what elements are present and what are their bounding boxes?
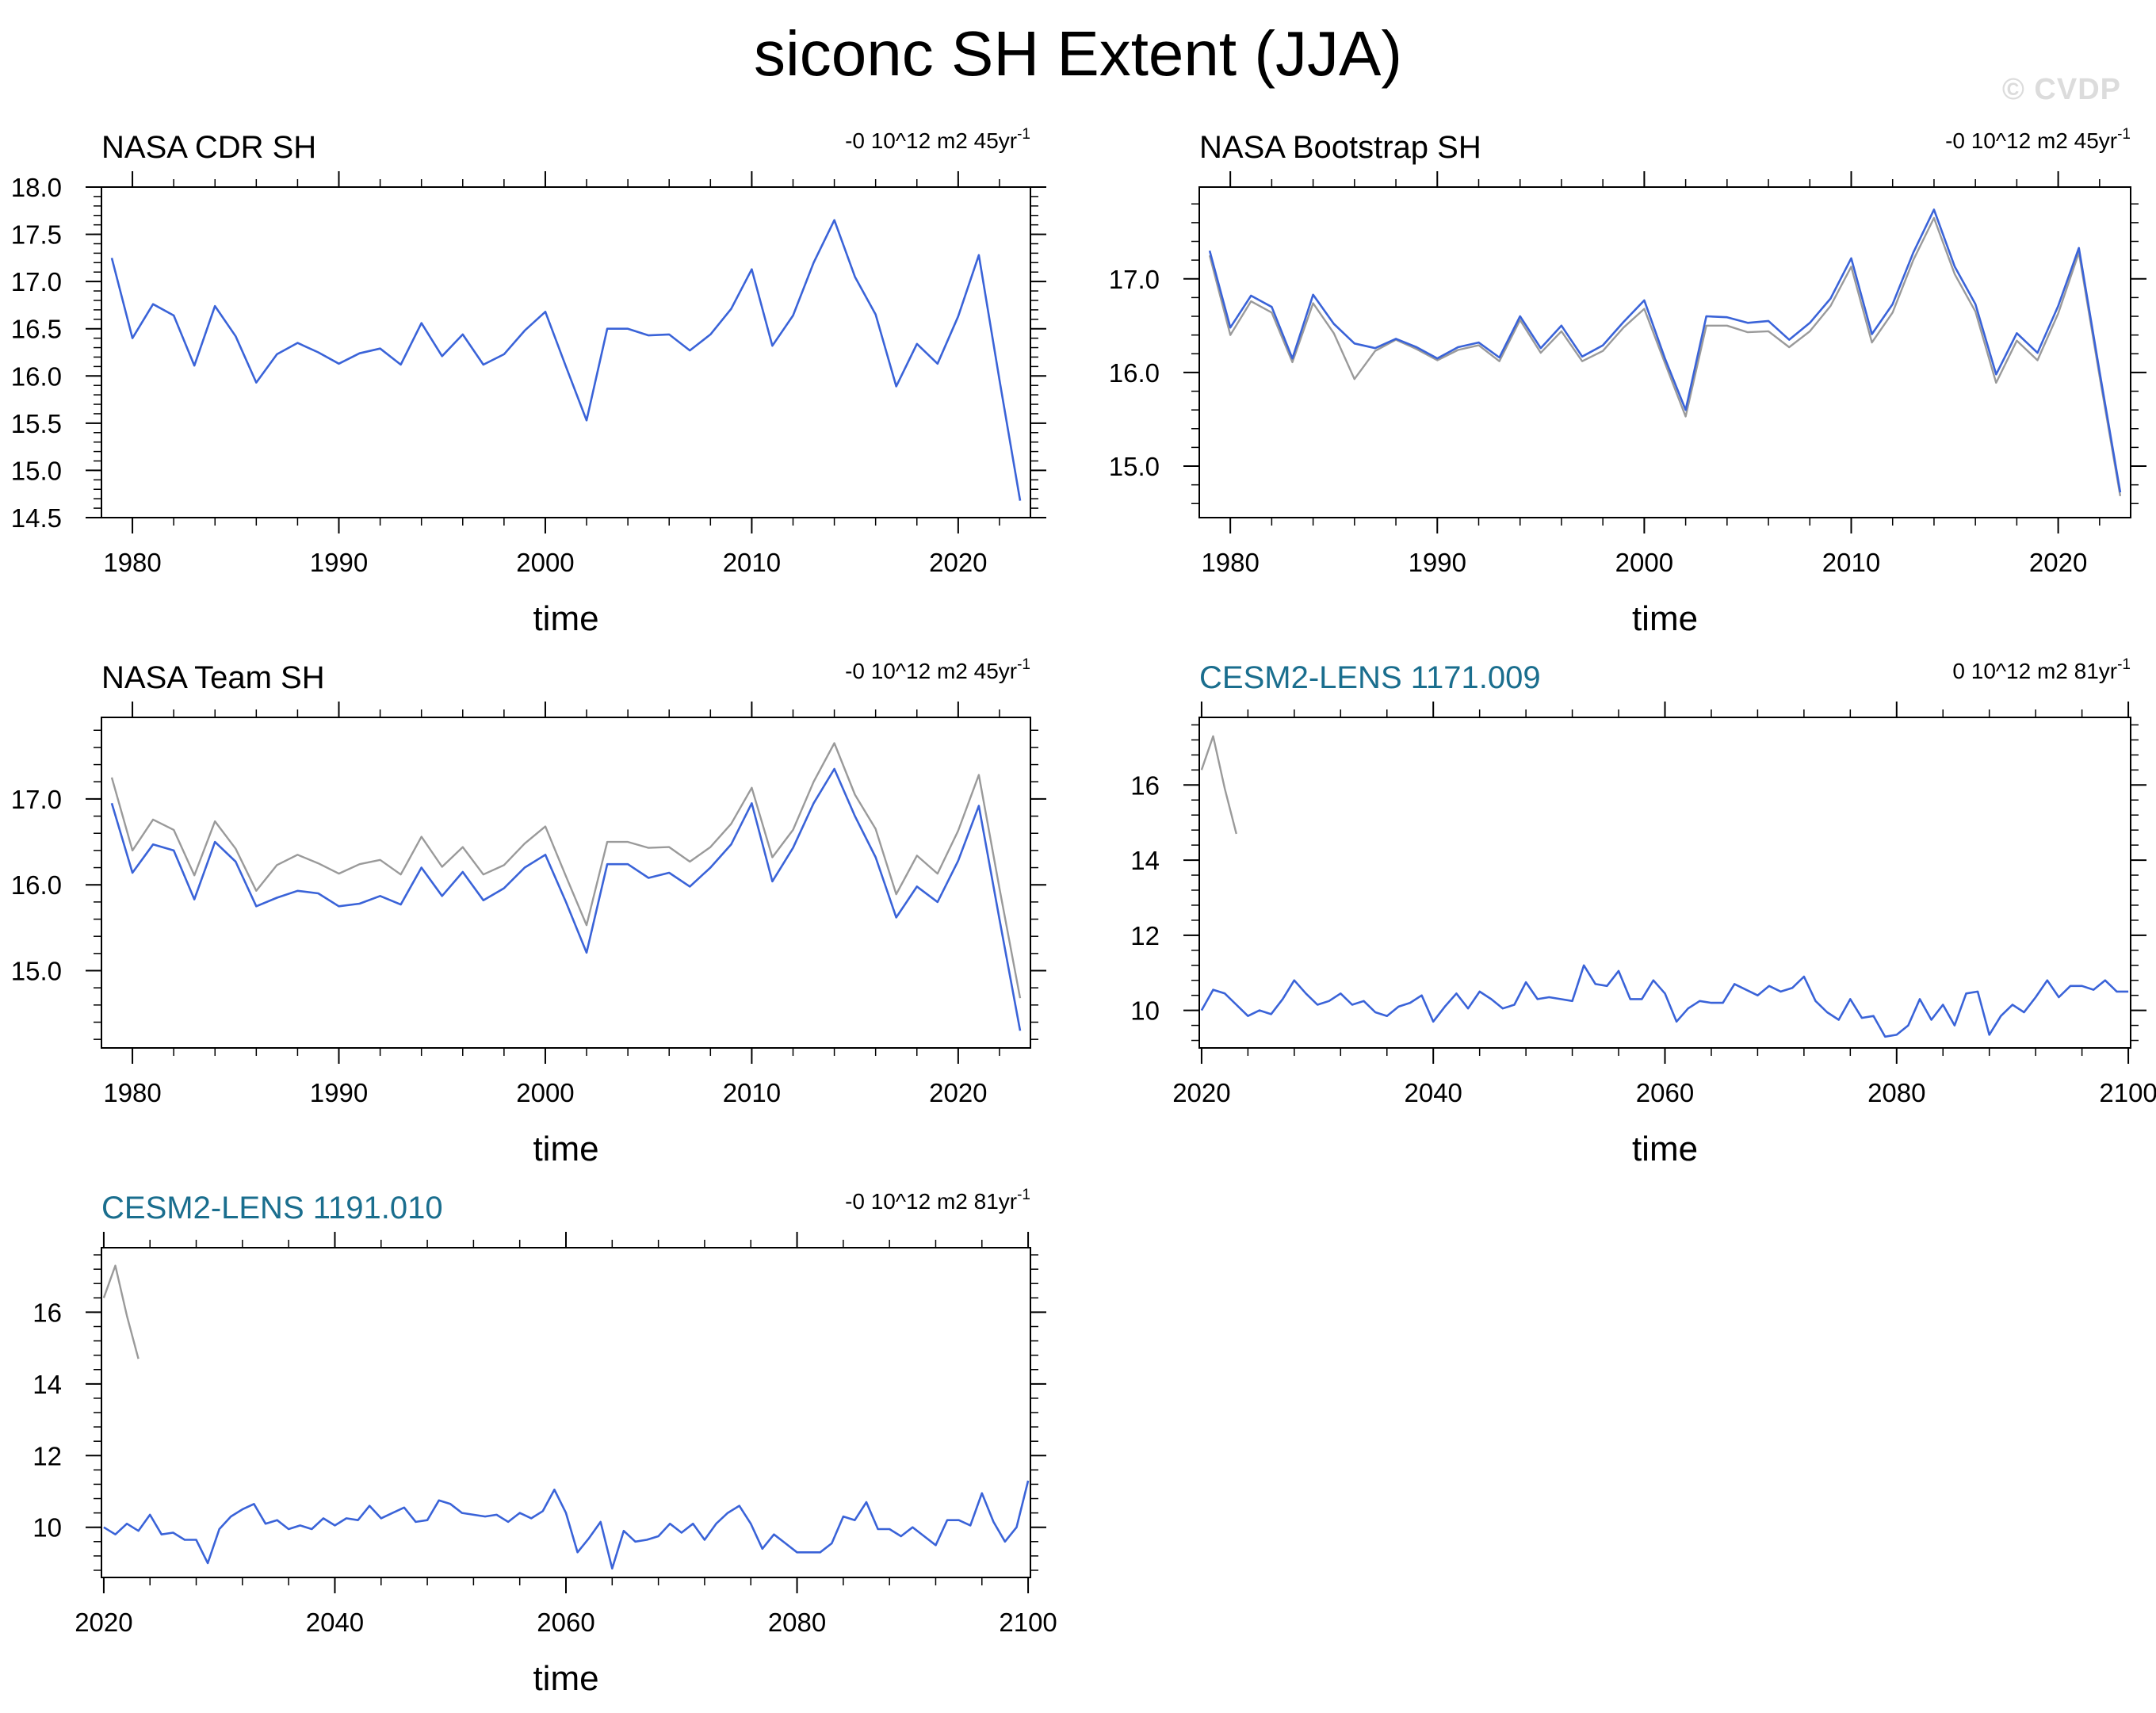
reference-line (110, 742, 1022, 999)
x-axis-label: time (1632, 599, 1698, 638)
y-tick-label: 16.0 (1109, 358, 1160, 388)
y-tick-label: 10 (1130, 996, 1160, 1026)
series-line (1208, 208, 2122, 493)
y-tick-label: 14.5 (11, 503, 62, 533)
y-tick-label: 16.0 (11, 870, 62, 900)
x-axis-label: time (533, 1659, 598, 1698)
x-tick-label: 2000 (516, 1078, 574, 1107)
x-tick-label: 2020 (929, 548, 987, 577)
x-tick-label: 2000 (516, 548, 574, 577)
plot-frame (101, 717, 1031, 1049)
x-tick-label: 2040 (306, 1608, 364, 1637)
x-tick-label: 2010 (1822, 548, 1880, 577)
x-axis-label: time (533, 599, 598, 638)
y-tick-label: 17.5 (11, 220, 62, 250)
x-tick-label: 2040 (1405, 1078, 1462, 1107)
panel-title: NASA Bootstrap SH (1199, 130, 1481, 165)
series-line (1200, 964, 2129, 1038)
x-tick-label: 2020 (1172, 1078, 1230, 1107)
plot-frame (1198, 717, 2131, 1049)
series-line (110, 767, 1022, 1031)
x-tick-label: 2100 (999, 1608, 1057, 1637)
panel-title: CESM2-LENS 1171.009 (1199, 660, 1541, 695)
trend-label: -0 10^12 m2 45yr-1 (845, 126, 1030, 153)
y-tick-label: 17.0 (11, 267, 62, 296)
y-tick-label: 16 (1130, 770, 1160, 800)
reference-line (1208, 216, 2122, 497)
x-tick-label: 2020 (929, 1078, 987, 1107)
y-tick-label: 14 (1130, 846, 1160, 875)
panel-title: NASA CDR SH (101, 130, 316, 165)
y-tick-label: 17.0 (11, 785, 62, 814)
chart-panel: 1980 1990 2000 2010 2020 14.5 15.0 15.5 16.0 16.5… (11, 126, 1046, 638)
y-tick-label: 15.0 (11, 957, 62, 986)
trend-label: 0 10^12 m2 81yr-1 (1952, 656, 2131, 683)
y-tick-label: 18.0 (11, 173, 62, 202)
x-tick-label: 2100 (2099, 1078, 2156, 1107)
chart-panel: 1980 1990 2000 2010 2020 15.0 16.0 17.0 NASA Boo… (1109, 126, 2146, 638)
y-tick-label: 16.5 (11, 315, 62, 344)
y-tick-label: 15.0 (11, 456, 62, 485)
y-tick-label: 10 (32, 1513, 62, 1543)
reference-line (102, 1264, 140, 1359)
x-tick-label: 2080 (1867, 1078, 1925, 1107)
x-tick-label: 2060 (537, 1608, 594, 1637)
plot-frame (101, 186, 1031, 518)
panel-title: NASA Team SH (101, 660, 325, 695)
x-tick-label: 2010 (723, 1078, 781, 1107)
series-line (103, 1480, 1030, 1570)
watermark: © CVDP (2001, 73, 2121, 106)
x-tick-label: 2020 (2029, 548, 2087, 577)
x-tick-label: 2000 (1615, 548, 1673, 577)
chart-panel: 2020 2040 2060 2080 2100 10 12 14 16 CESM2-LENS 1… (1130, 656, 2156, 1168)
y-tick-label: 12 (32, 1441, 62, 1470)
plot-frame (1198, 186, 2131, 518)
chart-panel: 1980 1990 2000 2010 2020 15.0 16.0 17.0 NASA Tea… (11, 656, 1046, 1168)
trend-label: -0 10^12 m2 81yr-1 (845, 1187, 1030, 1214)
x-tick-label: 2060 (1636, 1078, 1694, 1107)
x-tick-label: 2080 (768, 1608, 826, 1637)
x-tick-label: 2010 (723, 548, 781, 577)
x-tick-label: 1980 (103, 548, 161, 577)
plot-frame (101, 1247, 1031, 1578)
y-tick-label: 15.5 (11, 409, 62, 438)
page-title: siconc SH Extent (JJA) (753, 18, 1402, 89)
trend-label: -0 10^12 m2 45yr-1 (845, 656, 1030, 683)
x-tick-label: 1990 (310, 1078, 368, 1107)
y-tick-label: 15.0 (1109, 452, 1160, 481)
x-axis-label: time (1632, 1130, 1698, 1168)
x-tick-label: 1990 (1409, 548, 1466, 577)
y-tick-label: 16.0 (11, 361, 62, 391)
panel-title: CESM2-LENS 1191.010 (101, 1191, 443, 1225)
chart-panel: 2020 2040 2060 2080 2100 10 12 14 16 CESM2-LENS 1… (32, 1187, 1057, 1698)
x-tick-label: 1980 (1201, 548, 1259, 577)
reference-line (1200, 735, 1237, 835)
trend-label: -0 10^12 m2 45yr-1 (1945, 126, 2131, 153)
x-tick-label: 2020 (75, 1608, 132, 1637)
x-tick-label: 1990 (310, 548, 368, 577)
series-line (110, 219, 1022, 501)
y-tick-label: 14 (32, 1370, 62, 1399)
y-tick-label: 17.0 (1109, 265, 1160, 294)
y-tick-label: 12 (1130, 921, 1160, 950)
y-tick-label: 16 (32, 1298, 62, 1327)
x-tick-label: 1980 (103, 1078, 161, 1107)
x-axis-label: time (533, 1130, 598, 1168)
